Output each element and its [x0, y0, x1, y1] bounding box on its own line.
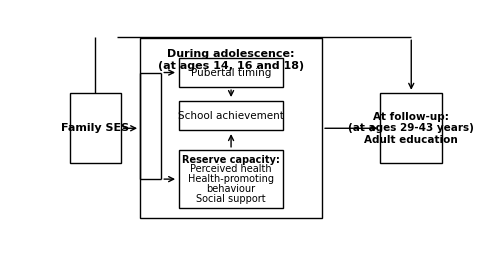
- Bar: [70, 93, 120, 164]
- Text: Reserve capacity:: Reserve capacity:: [182, 155, 280, 165]
- Text: During adolescence:
(at ages 14, 16 and 18): During adolescence: (at ages 14, 16 and …: [158, 49, 304, 71]
- Bar: [380, 93, 442, 164]
- Text: behaviour: behaviour: [206, 184, 256, 194]
- Text: Social support: Social support: [196, 194, 266, 204]
- Text: At follow-up:
(at ages 29-43 years)
Adult education: At follow-up: (at ages 29-43 years) Adul…: [348, 112, 474, 145]
- Text: Perceived health: Perceived health: [190, 164, 272, 174]
- Text: Pubertal timing: Pubertal timing: [191, 68, 271, 77]
- Bar: [179, 58, 284, 87]
- Bar: [140, 38, 322, 218]
- Text: Health-promoting: Health-promoting: [188, 174, 274, 184]
- Text: School achievement: School achievement: [178, 110, 284, 121]
- Text: Family SES: Family SES: [62, 123, 130, 133]
- Bar: [179, 150, 284, 209]
- Bar: [179, 101, 284, 130]
